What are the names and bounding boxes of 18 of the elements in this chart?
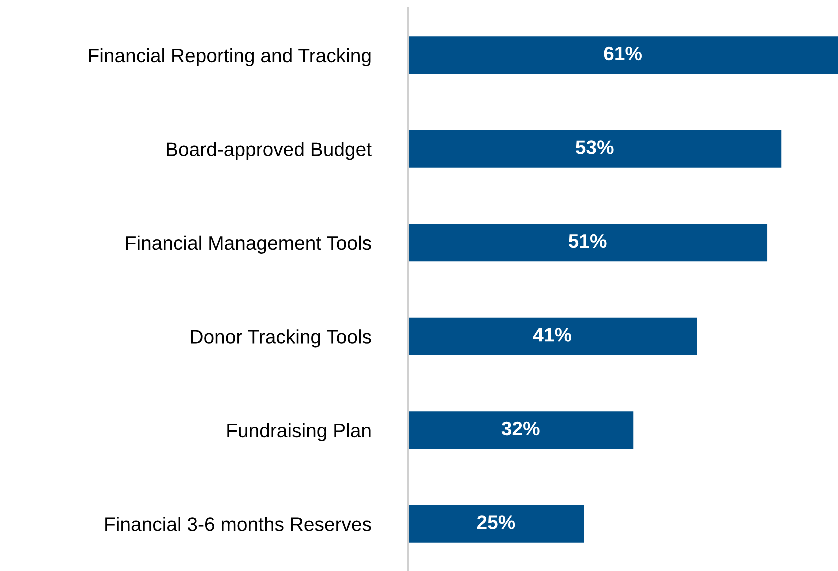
data-label: 53%: [576, 140, 614, 154]
bar: [408, 36, 838, 74]
bar: [408, 412, 634, 450]
y-tick-label: Financial Management Tools: [126, 236, 372, 254]
data-label: 32%: [502, 422, 540, 436]
data-label: 25%: [477, 516, 516, 530]
bar: [408, 130, 782, 168]
y-tick-label: Donor Tracking Tools: [191, 330, 372, 348]
bar: [408, 318, 698, 356]
y-tick-label: Financial Reporting and Tracking: [89, 48, 371, 67]
bar: [408, 224, 768, 262]
y-tick-label: Fundraising Plan: [228, 423, 371, 442]
bar: [408, 505, 584, 543]
y-tick-label: Board-approved Budget: [167, 142, 372, 160]
data-label: 51%: [568, 234, 607, 248]
y-tick-label: Financial 3-6 months Reserves: [106, 517, 372, 532]
data-label: 61%: [604, 46, 642, 61]
data-label: 41%: [533, 328, 572, 342]
